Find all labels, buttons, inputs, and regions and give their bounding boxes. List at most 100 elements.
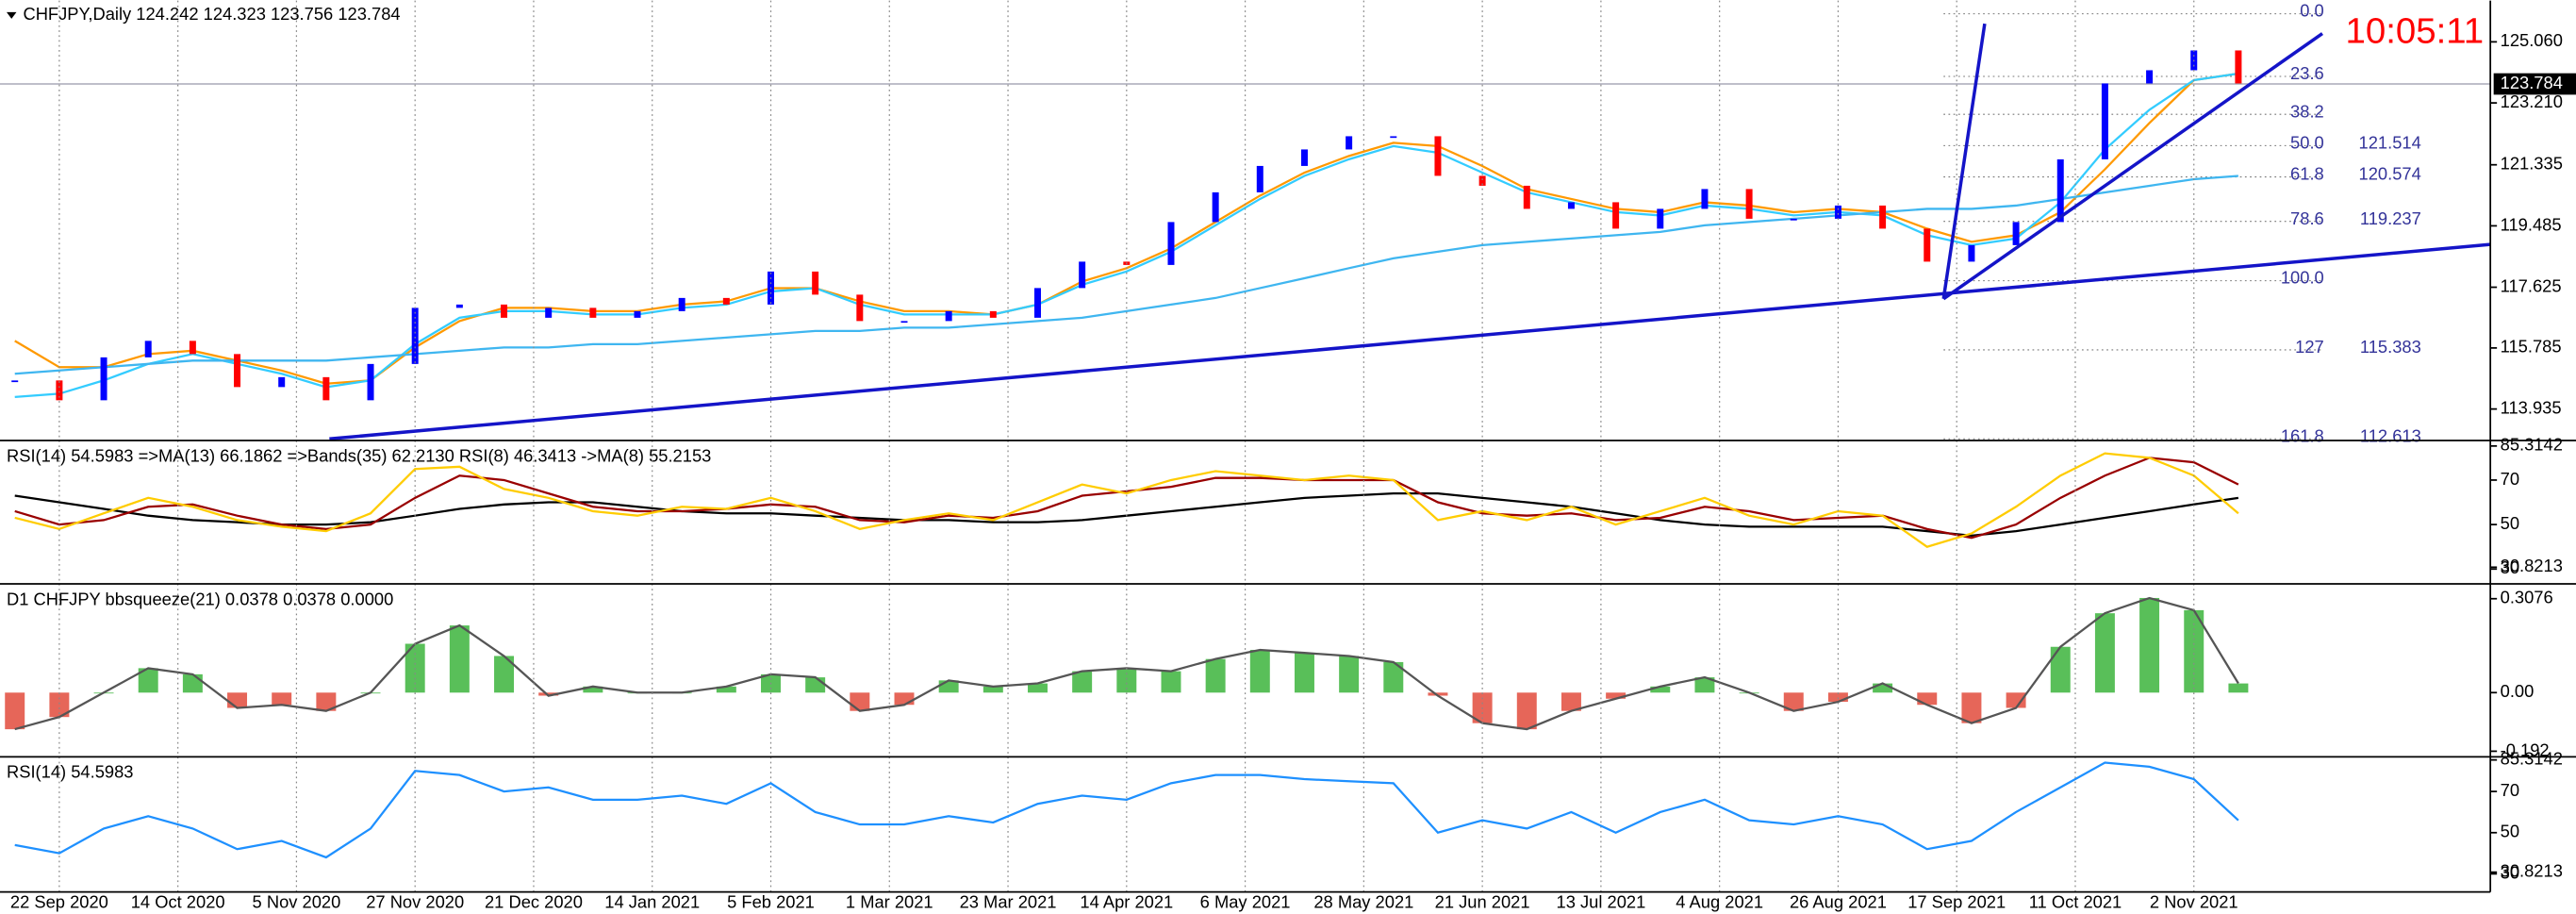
squeeze-bar — [2228, 683, 2249, 693]
squeeze-bar — [449, 625, 470, 693]
price-bar — [1968, 244, 1975, 262]
price-bar — [1612, 202, 1620, 229]
squeeze-bar — [1383, 661, 1404, 693]
price-bar — [501, 304, 508, 318]
header: CHFJPY,Daily 124.242 124.323 123.756 123… — [23, 4, 400, 24]
y-tick-label: 70 — [2501, 469, 2519, 489]
squeeze-bar — [583, 686, 603, 693]
x-tick-label: 17 Sep 2021 — [1907, 892, 2006, 912]
fib-price-label: 121.514 — [2359, 132, 2421, 152]
squeeze-bar — [1560, 692, 1581, 711]
panel-title: RSI(14) 54.5983 =>MA(13) 66.1862 =>Bands… — [7, 445, 711, 465]
squeeze-bar — [894, 692, 915, 706]
fib-level-label: 23.6 — [2290, 63, 2324, 83]
price-bar — [189, 341, 196, 355]
series-line — [14, 174, 2238, 375]
price-bar — [2146, 70, 2154, 84]
last-price-label: 123.784 — [2501, 73, 2563, 92]
price-bar — [455, 304, 463, 308]
squeeze-bar — [1249, 649, 1270, 693]
fib-level-label: 61.8 — [2290, 164, 2324, 184]
y-tick-label: 30.8213 — [2501, 860, 2563, 880]
y-tick-label: -0.192 — [2501, 740, 2550, 759]
squeeze-bar — [1694, 677, 1715, 693]
x-tick-label: 26 Aug 2021 — [1790, 892, 1887, 912]
squeeze-bar — [1161, 671, 1181, 693]
x-tick-label: 23 Mar 2021 — [960, 892, 1057, 912]
fib-level-label: 0.0 — [2300, 1, 2323, 21]
squeeze-bar — [227, 692, 248, 708]
squeeze-bar — [1917, 692, 1938, 706]
squeeze-bar — [1961, 692, 1982, 723]
y-tick-label: 50 — [2501, 513, 2519, 533]
squeeze-bar — [850, 692, 870, 711]
price-bar — [2056, 158, 2064, 223]
squeeze-bar — [2139, 597, 2160, 693]
x-tick-label: 28 May 2021 — [1313, 892, 1413, 912]
x-tick-label: 2 Nov 2021 — [2150, 892, 2238, 912]
y-tick-label: 117.625 — [2501, 275, 2562, 295]
price-bar — [1657, 208, 1664, 229]
price-bar — [11, 380, 19, 383]
panel-title: RSI(14) 54.5983 — [7, 762, 134, 782]
squeeze-bar — [1072, 671, 1093, 693]
price-bar — [634, 310, 641, 318]
x-tick-label: 1 Mar 2021 — [846, 892, 933, 912]
y-tick-label: 30 — [2501, 557, 2519, 577]
menu-triangle[interactable] — [6, 11, 17, 19]
price-bar — [589, 307, 597, 318]
clock: 10:05:11 — [2346, 11, 2485, 52]
price-bar — [722, 297, 730, 305]
y-tick-label: 119.485 — [2501, 214, 2562, 234]
series-line — [14, 452, 2239, 548]
price-bar — [1390, 136, 1397, 139]
squeeze-bar — [1428, 692, 1448, 696]
price-bar — [322, 376, 330, 401]
price-bar — [1478, 175, 1486, 186]
squeeze-bar — [983, 686, 1003, 693]
x-tick-label: 14 Oct 2020 — [131, 892, 225, 912]
trend-line — [329, 242, 2491, 441]
last-price-box — [2493, 73, 2576, 95]
squeeze-bar — [1028, 683, 1048, 693]
fib-price-label: 119.237 — [2360, 208, 2421, 228]
x-tick-label: 21 Dec 2020 — [485, 892, 583, 912]
y-tick-label: 30 — [2501, 862, 2519, 882]
price-bar — [278, 376, 286, 388]
squeeze-bar — [1516, 692, 1537, 730]
x-tick-label: 11 Oct 2021 — [2029, 892, 2122, 912]
squeeze-bar — [5, 692, 25, 730]
y-tick-label: 85.3142 — [2501, 435, 2563, 455]
squeeze-bar — [138, 668, 158, 693]
panel-borders — [0, 0, 2576, 893]
price-bar — [367, 363, 374, 401]
price-bar — [1033, 288, 1041, 318]
trend-lines — [329, 23, 2491, 441]
series-line — [14, 761, 2239, 859]
price-bar — [1745, 189, 1753, 219]
squeeze-bar — [1827, 692, 1848, 702]
price-bar — [545, 307, 553, 318]
squeeze-bar — [49, 692, 70, 718]
trend-line — [1941, 23, 1987, 300]
squeeze-bar — [272, 692, 292, 706]
price-bar — [900, 321, 908, 324]
fib-level-label: 38.2 — [2290, 101, 2324, 121]
fib-price-label: 112.613 — [2360, 425, 2421, 445]
price-bar — [1567, 202, 1575, 209]
squeeze-bar — [538, 692, 559, 696]
price-bar — [1167, 222, 1175, 265]
price-bar — [1300, 149, 1308, 166]
x-tick-label: 14 Jan 2021 — [604, 892, 700, 912]
price-bar — [1701, 189, 1709, 209]
price-bar — [1256, 165, 1263, 192]
squeeze-bar — [716, 686, 736, 693]
squeeze-bar — [1294, 653, 1314, 693]
y-tick-label: 0.3076 — [2501, 588, 2553, 607]
y-tick-label: 123.210 — [2501, 91, 2563, 111]
x-tick-label: 5 Nov 2020 — [253, 892, 341, 912]
price-bar — [2012, 222, 2020, 245]
